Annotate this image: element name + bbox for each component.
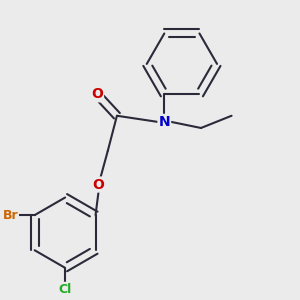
Text: O: O — [91, 87, 103, 101]
Text: Cl: Cl — [58, 283, 72, 296]
Text: O: O — [93, 178, 104, 191]
Text: N: N — [158, 115, 170, 129]
Text: Br: Br — [2, 208, 18, 222]
